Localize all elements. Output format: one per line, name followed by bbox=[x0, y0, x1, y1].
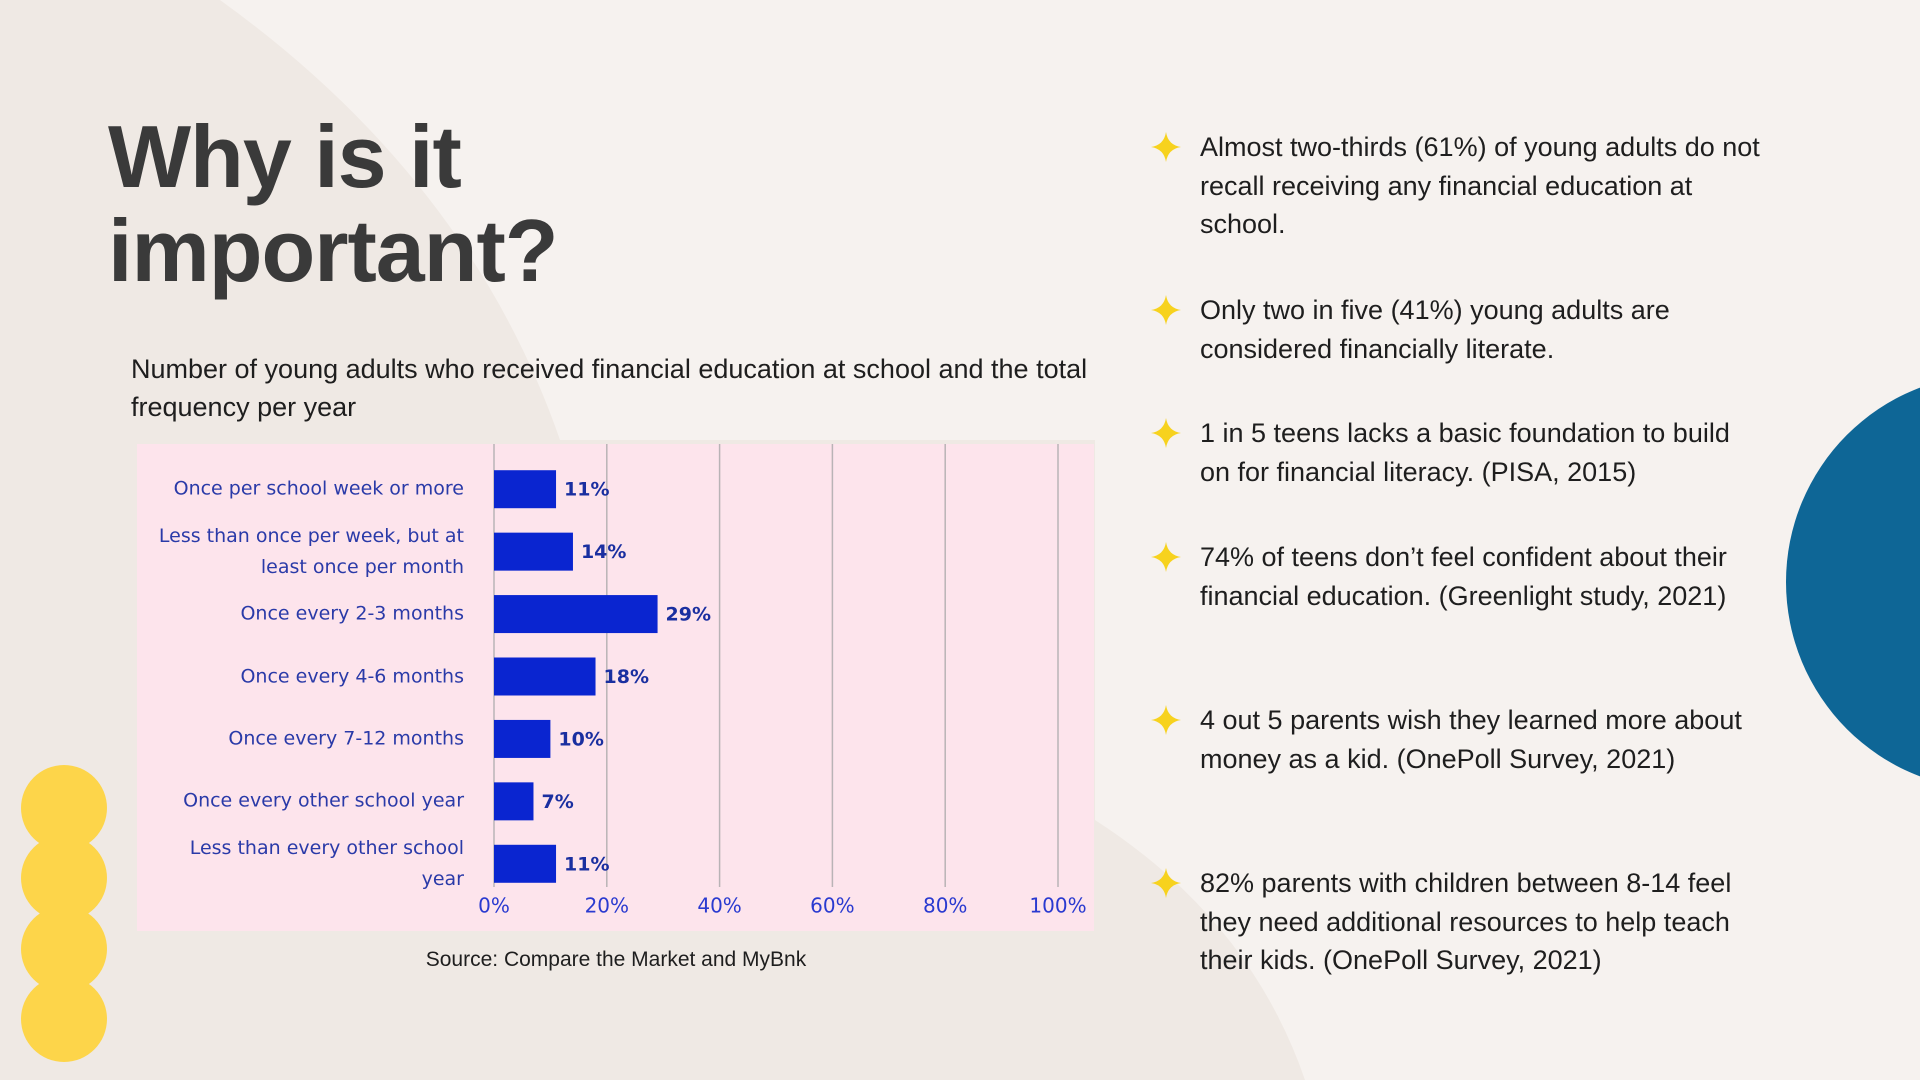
bullet-star bbox=[1151, 418, 1181, 448]
x-tick-label: 80% bbox=[923, 894, 967, 918]
decor-dot bbox=[21, 906, 107, 992]
star bbox=[1151, 418, 1181, 448]
value-label: 29% bbox=[666, 604, 711, 626]
value-label: 18% bbox=[604, 666, 649, 688]
bullet-star bbox=[1151, 705, 1181, 735]
bar bbox=[494, 470, 557, 509]
star bbox=[1151, 542, 1181, 572]
bullet-text: 4 out 5 parents wish they learned more a… bbox=[1200, 705, 1742, 774]
bar bbox=[494, 657, 596, 696]
x-tick-label: 0% bbox=[478, 894, 510, 918]
bar bbox=[494, 844, 557, 883]
star bbox=[1151, 705, 1181, 735]
slide-title: Why is it important? bbox=[108, 107, 559, 300]
bullet-text: 82% parents with children between 8-14 f… bbox=[1200, 868, 1732, 976]
decor-dot bbox=[21, 765, 107, 851]
star bbox=[1151, 132, 1181, 162]
bullet-text: 1 in 5 teens lacks a basic foundation to… bbox=[1200, 418, 1730, 487]
bar bbox=[494, 719, 551, 758]
bullet-star bbox=[1151, 132, 1181, 162]
bar bbox=[494, 782, 534, 821]
y-tick-label: Once per school week or more bbox=[173, 477, 464, 500]
value-label: 14% bbox=[581, 541, 626, 563]
value-label: 7% bbox=[541, 791, 573, 813]
value-label: 10% bbox=[558, 728, 603, 750]
bar bbox=[494, 532, 573, 571]
bar bbox=[494, 595, 658, 634]
bullet-star bbox=[1151, 868, 1181, 898]
decor-dot bbox=[21, 976, 107, 1062]
y-tick-label: Once every 2-3 months bbox=[240, 602, 464, 625]
bullet-text: Almost two-thirds (61%) of young adults … bbox=[1200, 132, 1760, 240]
decor-circle bbox=[1786, 387, 1920, 777]
y-tick-label: Once every 7-12 months bbox=[228, 727, 464, 750]
star bbox=[1151, 295, 1181, 325]
bullet-star bbox=[1151, 542, 1181, 572]
x-tick-label: 100% bbox=[1029, 894, 1086, 918]
value-label: 11% bbox=[564, 853, 609, 875]
chart-panel bbox=[137, 444, 1094, 931]
x-tick-label: 20% bbox=[585, 894, 629, 918]
star bbox=[1151, 868, 1181, 898]
bullet-star bbox=[1151, 295, 1181, 325]
chart-source: Source: Compare the Market and MyBnk bbox=[425, 948, 807, 971]
value-label: 11% bbox=[564, 479, 609, 501]
chart-title: Number of young adults who received fina… bbox=[131, 354, 1088, 422]
y-tick-label: Once every other school year bbox=[183, 789, 464, 812]
decor-dot bbox=[21, 835, 107, 921]
bullet-text: Only two in five (41%) young adults are … bbox=[1200, 295, 1670, 364]
y-tick-label: Less than once per week, but at least on… bbox=[158, 524, 464, 578]
y-tick-label: Less than every other school year bbox=[189, 836, 464, 890]
y-tick-label: Once every 4-6 months bbox=[240, 665, 464, 687]
x-tick-label: 40% bbox=[697, 894, 741, 918]
bullet-text: 74% of teens don’t feel confident about … bbox=[1200, 542, 1727, 611]
x-tick-label: 60% bbox=[810, 894, 854, 918]
